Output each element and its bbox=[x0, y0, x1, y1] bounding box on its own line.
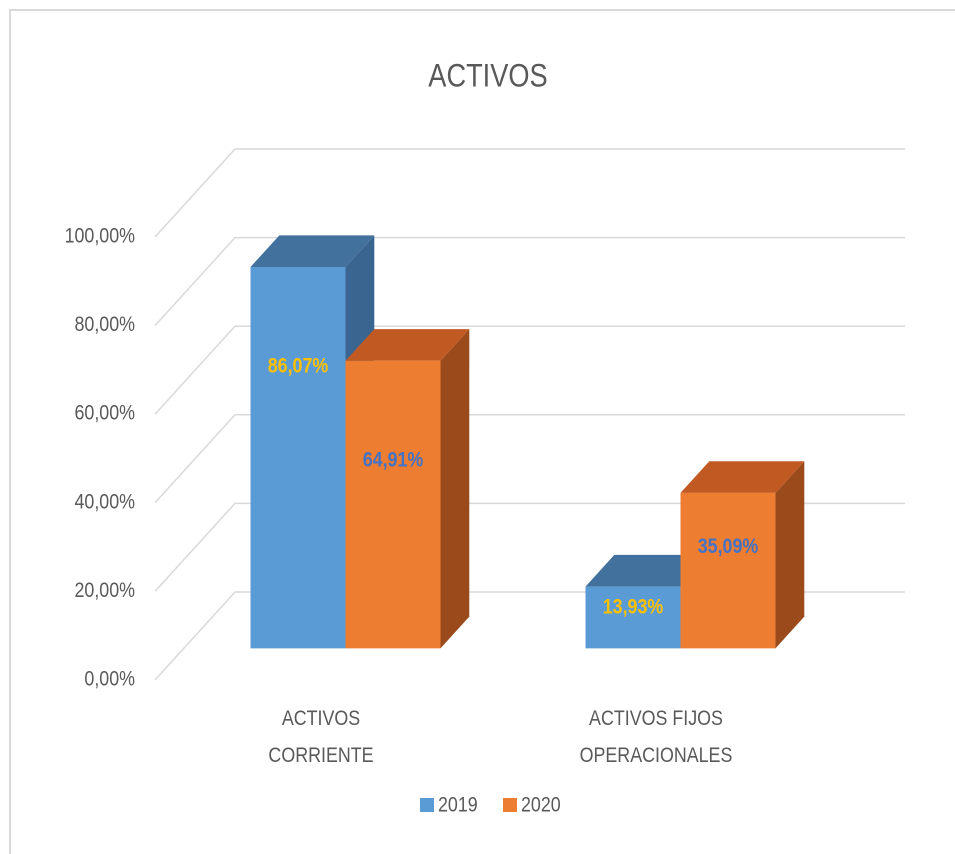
bar bbox=[345, 360, 441, 649]
bar-top bbox=[680, 461, 805, 493]
bar bbox=[680, 492, 776, 649]
grid-line bbox=[154, 414, 905, 504]
bar-top bbox=[345, 329, 470, 361]
data-label: 64,91% bbox=[363, 448, 423, 472]
y-tick-label: 40,00% bbox=[75, 490, 135, 514]
grid-line bbox=[154, 236, 905, 327]
x-tick-label: ACTIVOS FIJOS OPERACIONALES bbox=[579, 707, 732, 767]
data-label: 35,09% bbox=[698, 534, 758, 558]
data-label: 86,07% bbox=[268, 354, 328, 378]
bar bbox=[585, 586, 681, 649]
y-tick-label: 80,00% bbox=[75, 313, 135, 337]
grid-line bbox=[154, 325, 905, 415]
data-label: 13,93% bbox=[603, 595, 663, 619]
y-tick-label: 100,00% bbox=[65, 224, 135, 248]
bar-top bbox=[585, 554, 710, 587]
bar bbox=[250, 267, 346, 649]
chart-border bbox=[9, 9, 955, 854]
y-tick-label: 20,00% bbox=[75, 579, 135, 603]
legend-label: 2020 bbox=[521, 793, 561, 817]
grid-line bbox=[154, 148, 905, 238]
bar-side bbox=[775, 461, 805, 649]
legend-swatch bbox=[420, 798, 434, 812]
bar-side bbox=[440, 329, 470, 649]
y-tick-label: 60,00% bbox=[75, 401, 135, 425]
legend-label: 2019 bbox=[438, 793, 478, 817]
bar-top bbox=[250, 235, 375, 268]
y-tick-label: 0,00% bbox=[84, 667, 135, 691]
chart-title: ACTIVOS bbox=[428, 58, 547, 94]
legend-swatch bbox=[503, 798, 517, 812]
x-tick-label: ACTIVOS CORRIENTE bbox=[267, 707, 374, 767]
